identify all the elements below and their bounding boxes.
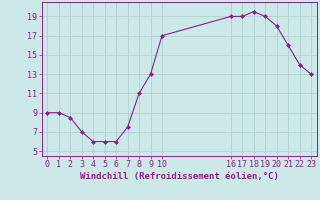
X-axis label: Windchill (Refroidissement éolien,°C): Windchill (Refroidissement éolien,°C) <box>80 172 279 181</box>
